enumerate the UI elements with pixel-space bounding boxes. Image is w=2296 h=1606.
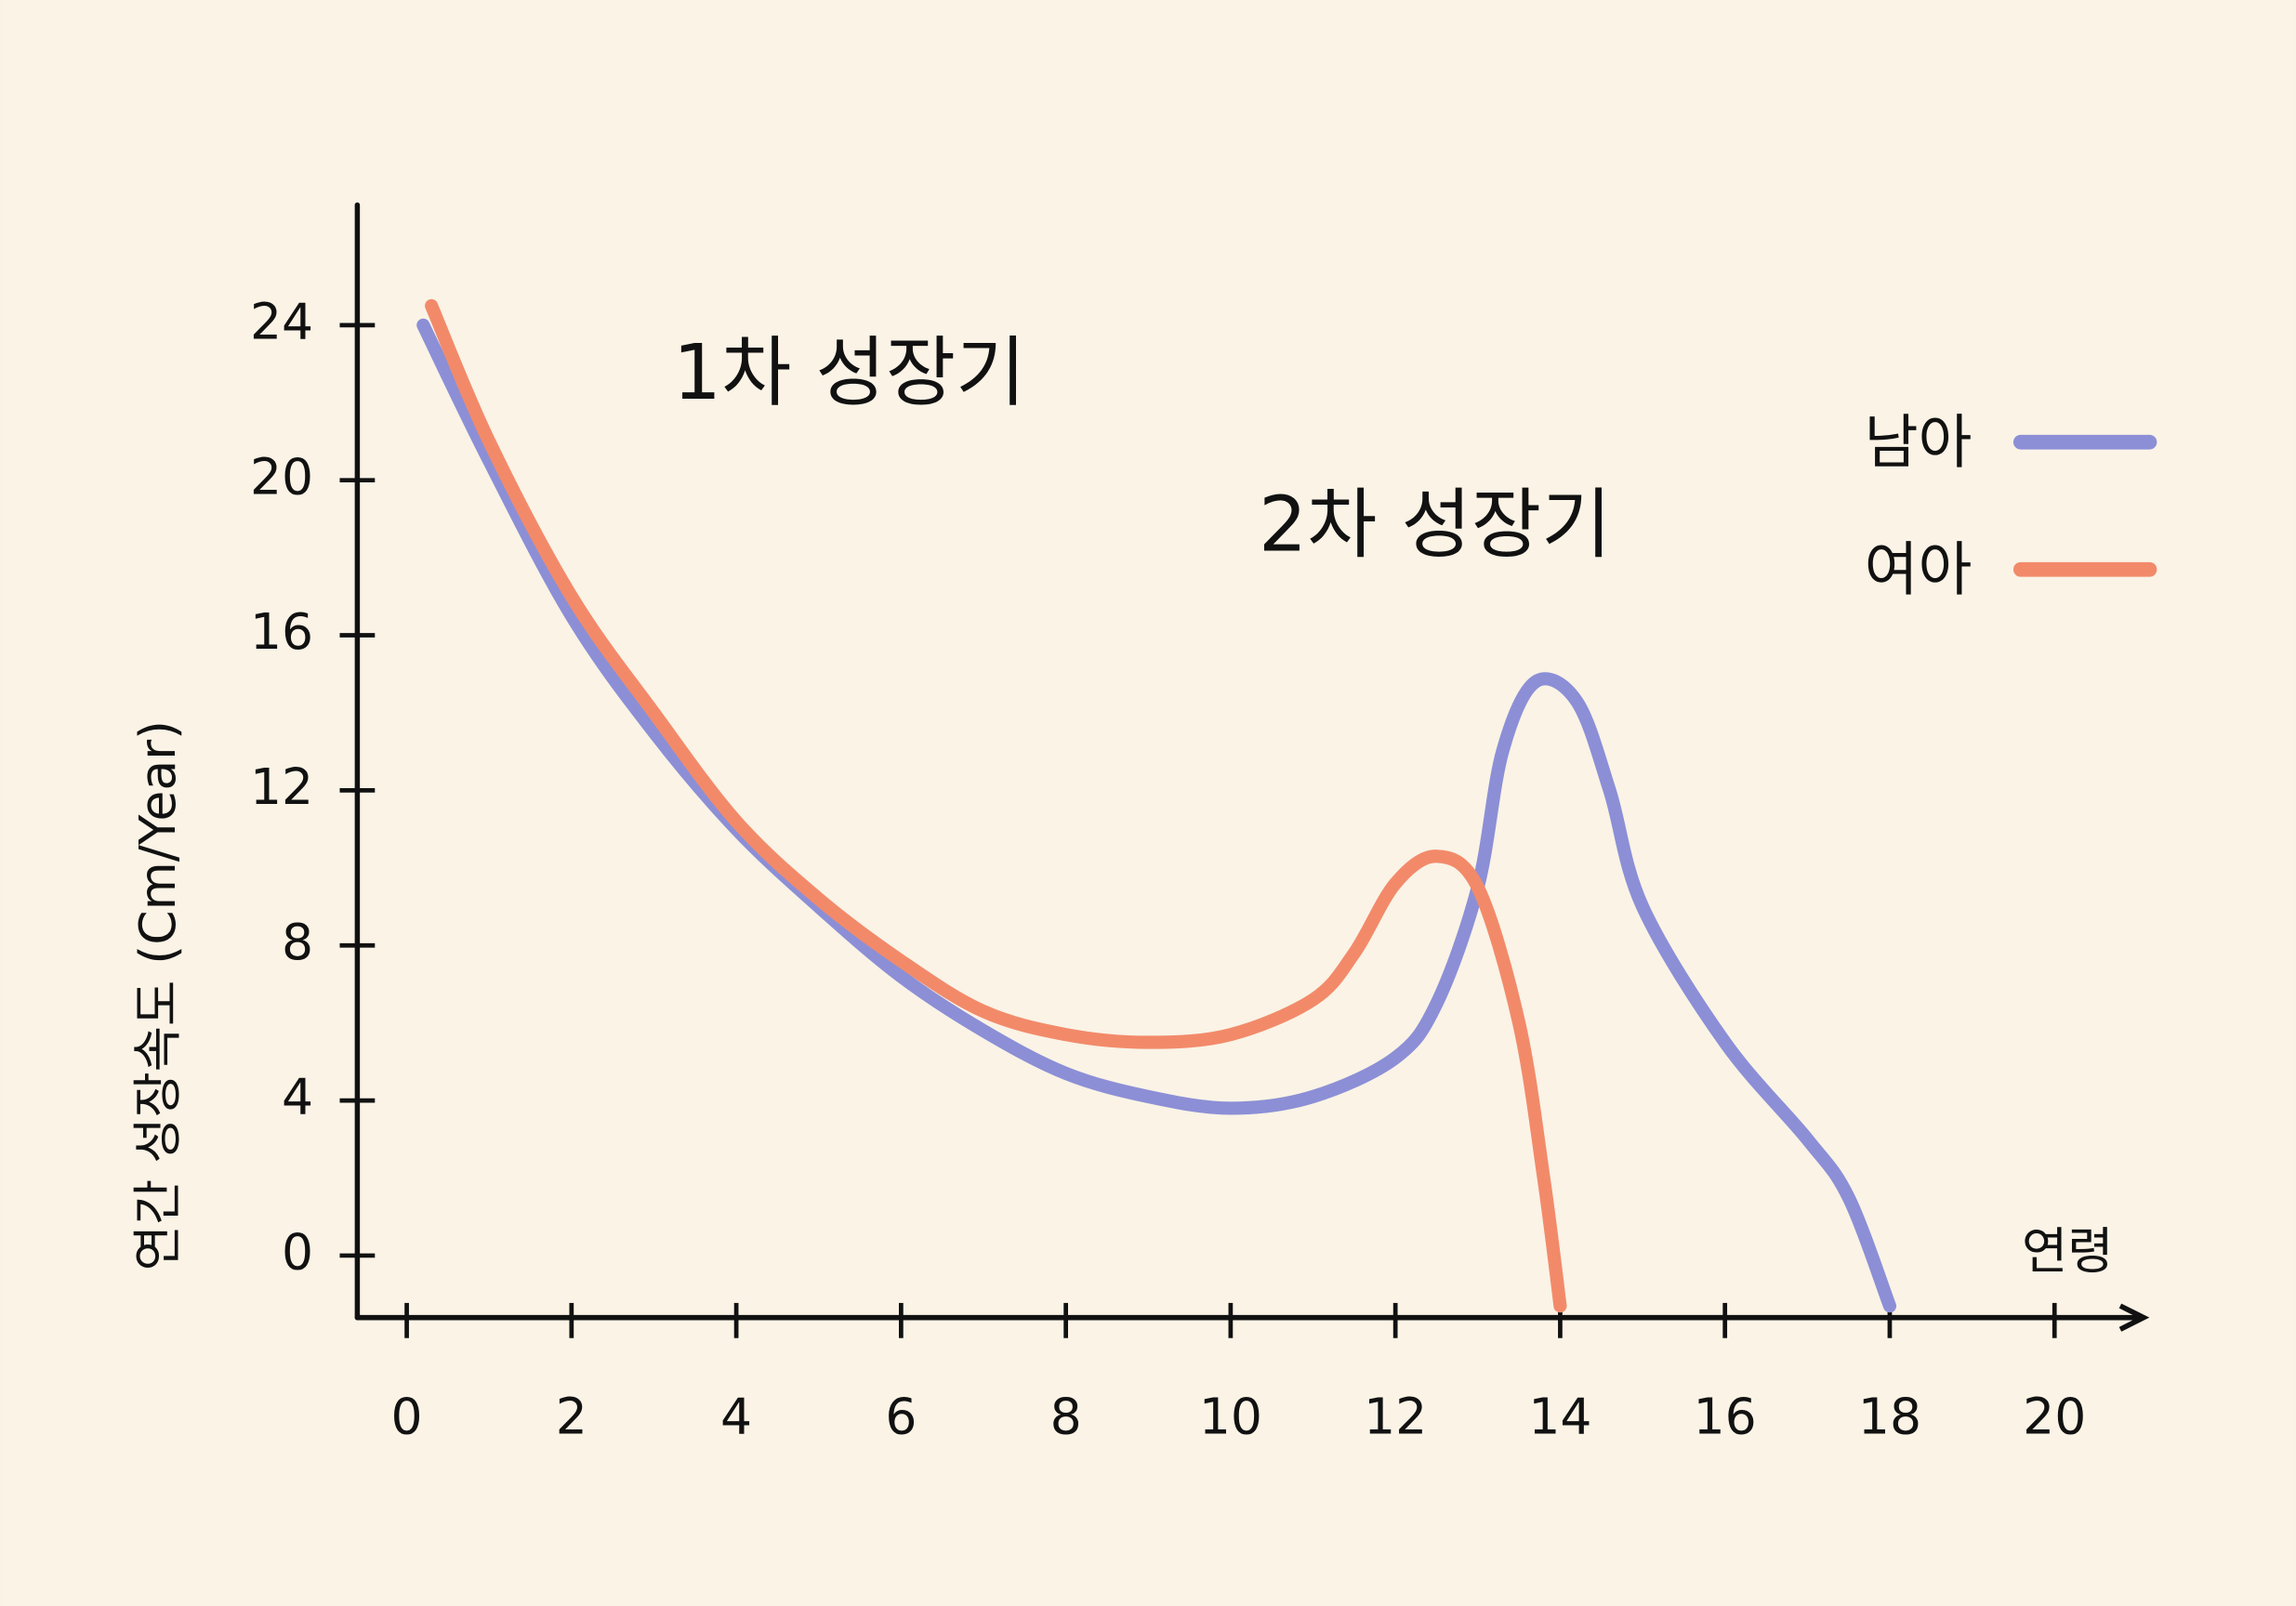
annotation: 1차 성장기 [673,329,1026,417]
annotation: 2차 성장기 [1259,481,1612,570]
x-tick-label: 20 [2023,1388,2086,1446]
y-tick-label: 16 [250,602,313,661]
x-tick-label: 14 [1528,1388,1591,1446]
legend-label: 여아 [1865,536,1973,604]
x-tick-label: 18 [1858,1388,1921,1446]
y-tick-label: 0 [282,1223,313,1282]
x-tick-label: 16 [1694,1388,1757,1446]
x-axis-label: 연령 [2022,1222,2114,1281]
x-tick-label: 6 [885,1388,917,1446]
x-axis-arrow [2118,1303,2150,1332]
y-tick-label: 12 [250,757,313,816]
x-tick-label: 4 [720,1388,752,1446]
x-tick-label: 0 [391,1388,423,1446]
x-tick-label: 12 [1364,1388,1427,1446]
x-tick-label: 10 [1199,1388,1262,1446]
y-tick-label: 4 [282,1068,313,1126]
legend-label: 남아 [1865,409,1973,477]
x-tick-label: 2 [556,1388,587,1446]
y-axis-label: 연간 성장속도 (Cm/Year) [128,720,187,1270]
y-tick-label: 8 [282,913,313,971]
y-tick-label: 24 [250,292,313,350]
x-tick-label: 8 [1050,1388,1082,1446]
y-tick-label: 20 [250,447,313,506]
line [416,318,1897,1313]
line [425,298,1567,1313]
